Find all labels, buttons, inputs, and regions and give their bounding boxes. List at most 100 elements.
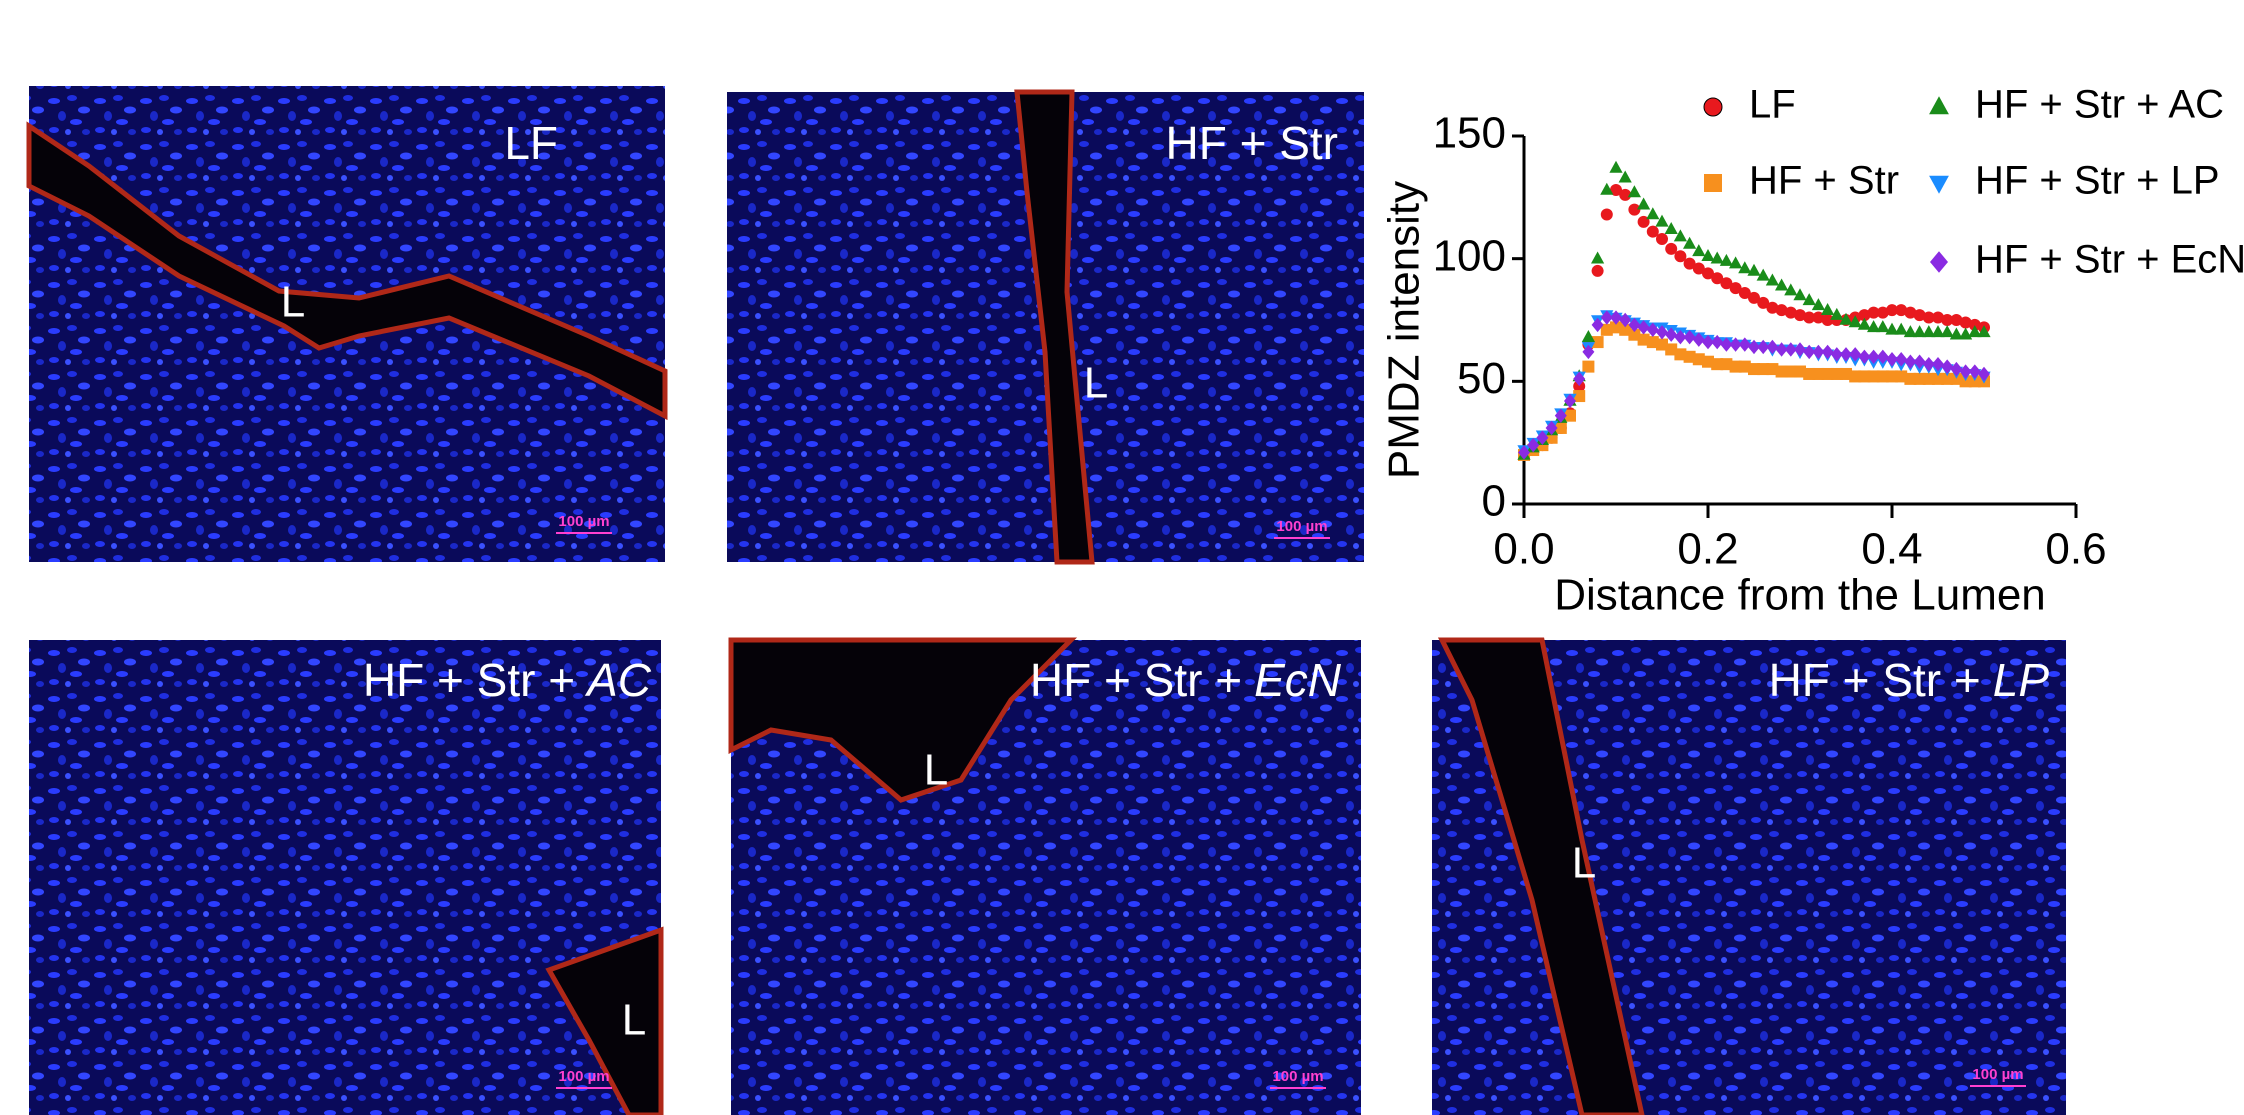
data-point [1738, 360, 1751, 373]
panel-title-italic: LP [1993, 654, 2050, 706]
data-point [1664, 222, 1678, 235]
data-point [1720, 337, 1733, 352]
data-point [1830, 307, 1844, 320]
data-point [1656, 233, 1668, 246]
data-point [1628, 317, 1641, 333]
data-point [1711, 358, 1724, 371]
data-point [1895, 304, 1908, 317]
data-point [1628, 328, 1641, 341]
data-point [1646, 322, 1659, 338]
marker [1704, 174, 1722, 192]
data-point [1711, 334, 1724, 350]
data-point [1840, 367, 1852, 380]
data-point [1811, 298, 1825, 311]
data-point [1545, 420, 1558, 436]
data-point [1857, 317, 1871, 330]
data-point [1913, 309, 1926, 322]
data-point [1821, 314, 1834, 326]
data-point [1610, 183, 1622, 196]
data-point [1922, 325, 1936, 338]
data-point [1766, 363, 1779, 376]
data-point [1683, 350, 1696, 363]
data-point [1600, 182, 1614, 195]
data-point [1849, 370, 1862, 383]
micrograph-panel: HF + Str + AC L 100 µm [29, 640, 664, 1115]
micrograph-panel: HF + Str L 100 µm [727, 89, 1364, 565]
micrograph [29, 640, 661, 1115]
data-point [1849, 347, 1862, 362]
y-tick-label: 0 [1482, 477, 1506, 526]
data-point [1518, 445, 1530, 460]
data-point [1683, 236, 1697, 249]
data-point [1729, 282, 1742, 295]
data-point [1968, 318, 1981, 331]
legend-label: HF + Str + AC [1975, 83, 2224, 127]
data-point [1655, 214, 1669, 227]
data-point [1904, 306, 1917, 319]
data-point [1803, 344, 1816, 360]
data-point [1941, 372, 1954, 385]
data-point [1702, 355, 1714, 368]
data-point [1950, 372, 1963, 385]
data-point [1711, 272, 1724, 285]
data-point [1886, 352, 1898, 367]
data-point [1784, 306, 1797, 319]
data-point [1609, 160, 1623, 173]
data-point [1950, 361, 1963, 377]
y-tick-label: 150 [1433, 109, 1506, 158]
panel-title: HF + Str + LP [1769, 654, 2050, 706]
data-point [1665, 343, 1678, 356]
x-tick-label: 0.6 [2045, 525, 2106, 574]
data-point [1894, 322, 1908, 335]
data-point [1564, 409, 1576, 422]
lumen-label: L [622, 996, 646, 1045]
data-point [1775, 365, 1788, 378]
panel-title-text: HF + Str + [1030, 654, 1242, 706]
data-point [1738, 287, 1751, 300]
data-point [1848, 315, 1862, 328]
data-point [1637, 320, 1650, 335]
data-point [1637, 197, 1651, 210]
data-point [1573, 390, 1586, 403]
marker [1930, 251, 1948, 273]
data-point [1941, 314, 1954, 326]
data-point [1719, 253, 1733, 266]
data-point [1674, 250, 1687, 263]
data-point [1581, 329, 1595, 342]
data-point [1959, 316, 1972, 329]
data-point [1941, 359, 1954, 374]
data-point [1812, 367, 1825, 380]
scale-bar-label: 100 µm [1272, 1068, 1323, 1085]
data-point [1564, 393, 1576, 409]
data-point [1610, 321, 1622, 334]
data-point [1821, 344, 1834, 360]
data-point [1748, 363, 1760, 376]
data-point [1665, 242, 1678, 255]
data-point [1600, 323, 1613, 336]
data-point [1913, 372, 1926, 385]
data-point [1591, 251, 1605, 264]
data-point [1701, 249, 1715, 262]
data-point [1830, 367, 1843, 380]
data-point [1922, 311, 1935, 324]
data-point [1821, 367, 1834, 380]
data-point [1858, 349, 1871, 364]
data-point [1747, 263, 1761, 276]
data-point [1867, 320, 1881, 333]
panel-title: LF [504, 117, 558, 169]
data-point [1932, 372, 1944, 385]
panel-title: HF + Str [1165, 117, 1338, 169]
data-point [1932, 356, 1944, 372]
data-point [1729, 256, 1743, 269]
micrograph-panel: HF + Str + EcN L 100 µm [728, 637, 1361, 1115]
data-point [1876, 306, 1889, 319]
data-point [1839, 312, 1853, 325]
data-point [1821, 302, 1835, 315]
data-point [1637, 333, 1650, 346]
y-axis-label: PMDZ intensity [1380, 181, 1429, 479]
panel-title: HF + Str + EcN [1030, 654, 1342, 706]
legend-label: HF + Str + EcN [1975, 238, 2244, 282]
data-point [1784, 342, 1797, 357]
panel-title-italic: EcN [1254, 654, 1342, 706]
lumen [1437, 637, 1645, 1115]
